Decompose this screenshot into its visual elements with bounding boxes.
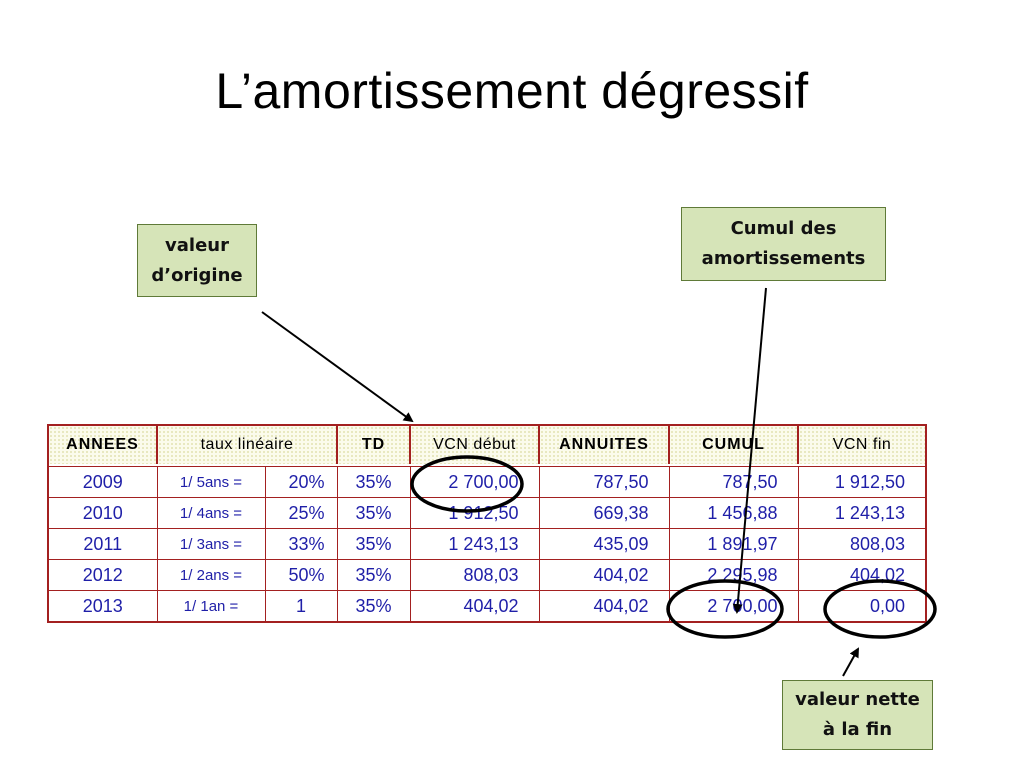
cell-vcn-end: 1 912,50 (797, 466, 927, 498)
callout-cumulative-depreciation: Cumul des amortissements (681, 207, 886, 281)
cell-cumul: 787,50 (668, 466, 799, 498)
cell-cumul: 1 456,88 (668, 497, 799, 529)
header-taux-lineaire: taux linéaire (156, 424, 338, 464)
callout-origin-line1: valeur (165, 234, 229, 256)
cell-rate: 33% (264, 528, 338, 560)
cell-cumul: 1 891,97 (668, 528, 799, 560)
header-cumul: CUMUL (668, 424, 799, 464)
cell-cumul: 2 700,00 (668, 590, 799, 623)
callout-original-value: valeur d’origine (137, 224, 257, 297)
header-annees: ANNEES (47, 424, 158, 464)
slide-title: L’amortissement dégressif (215, 63, 809, 119)
cell-td: 35% (336, 559, 411, 591)
callout-cumul-line2: amortissements (701, 248, 866, 269)
cell-year: 2010 (47, 497, 158, 529)
header-vcn-fin: VCN fin (797, 424, 927, 464)
callout-origin-line2: d’origine (151, 264, 243, 286)
callout-net-value-end: valeur nette à la fin (782, 680, 933, 750)
cell-annuity: 435,09 (538, 528, 670, 560)
cell-rate: 50% (264, 559, 338, 591)
cell-annuity: 669,38 (538, 497, 670, 529)
cell-td: 35% (336, 497, 411, 529)
cell-year: 2011 (47, 528, 158, 560)
callout-cumul-line1: Cumul des (730, 218, 837, 239)
table-row: 2009 1/ 5ans = 20% 35% 2 700,00 787,50 7… (47, 466, 927, 498)
cell-vcn-end: 1 243,13 (797, 497, 927, 529)
table-row: 2012 1/ 2ans = 50% 35% 808,03 404,02 2 2… (47, 559, 927, 591)
cell-rate-label: 1/ 5ans = (156, 466, 266, 498)
header-td: TD (336, 424, 411, 464)
cell-annuity: 404,02 (538, 590, 670, 623)
header-annuites: ANNUITES (538, 424, 670, 464)
arrow-original-value (261, 311, 414, 423)
header-vcn-debut: VCN début (409, 424, 540, 464)
cell-rate-label: 1/ 1an = (156, 590, 266, 623)
cell-vcn-start: 1 912,50 (409, 497, 540, 529)
table-row: 2013 1/ 1an = 1 35% 404,02 404,02 2 700,… (47, 590, 927, 623)
cell-td: 35% (336, 590, 411, 623)
cell-year: 2012 (47, 559, 158, 591)
cell-annuity: 787,50 (538, 466, 670, 498)
cell-vcn-start: 808,03 (409, 559, 540, 591)
cell-vcn-start: 1 243,13 (409, 528, 540, 560)
callout-net-line2: à la fin (822, 719, 893, 740)
depreciation-table: ANNEES taux linéaire TD VCN début ANNUIT… (47, 424, 927, 623)
table-row: 2011 1/ 3ans = 33% 35% 1 243,13 435,09 1… (47, 528, 927, 560)
cell-td: 35% (336, 528, 411, 560)
cell-vcn-start: 2 700,00 (409, 466, 540, 498)
cell-rate: 25% (264, 497, 338, 529)
cell-rate-label: 1/ 3ans = (156, 528, 266, 560)
cell-td: 35% (336, 466, 411, 498)
cell-vcn-end: 808,03 (797, 528, 927, 560)
cell-rate-label: 1/ 2ans = (156, 559, 266, 591)
cell-rate: 20% (264, 466, 338, 498)
cell-cumul: 2 295,98 (668, 559, 799, 591)
table-row: 2010 1/ 4ans = 25% 35% 1 912,50 669,38 1… (47, 497, 927, 529)
cell-rate-label: 1/ 4ans = (156, 497, 266, 529)
cell-vcn-start: 404,02 (409, 590, 540, 623)
cell-rate: 1 (264, 590, 338, 623)
cell-vcn-end: 0,00 (797, 590, 927, 623)
cell-year: 2009 (47, 466, 158, 498)
cell-year: 2013 (47, 590, 158, 623)
callout-net-line1: valeur nette (795, 689, 920, 710)
cell-annuity: 404,02 (538, 559, 670, 591)
arrow-net-value (842, 647, 859, 677)
cell-vcn-end: 404,02 (797, 559, 927, 591)
